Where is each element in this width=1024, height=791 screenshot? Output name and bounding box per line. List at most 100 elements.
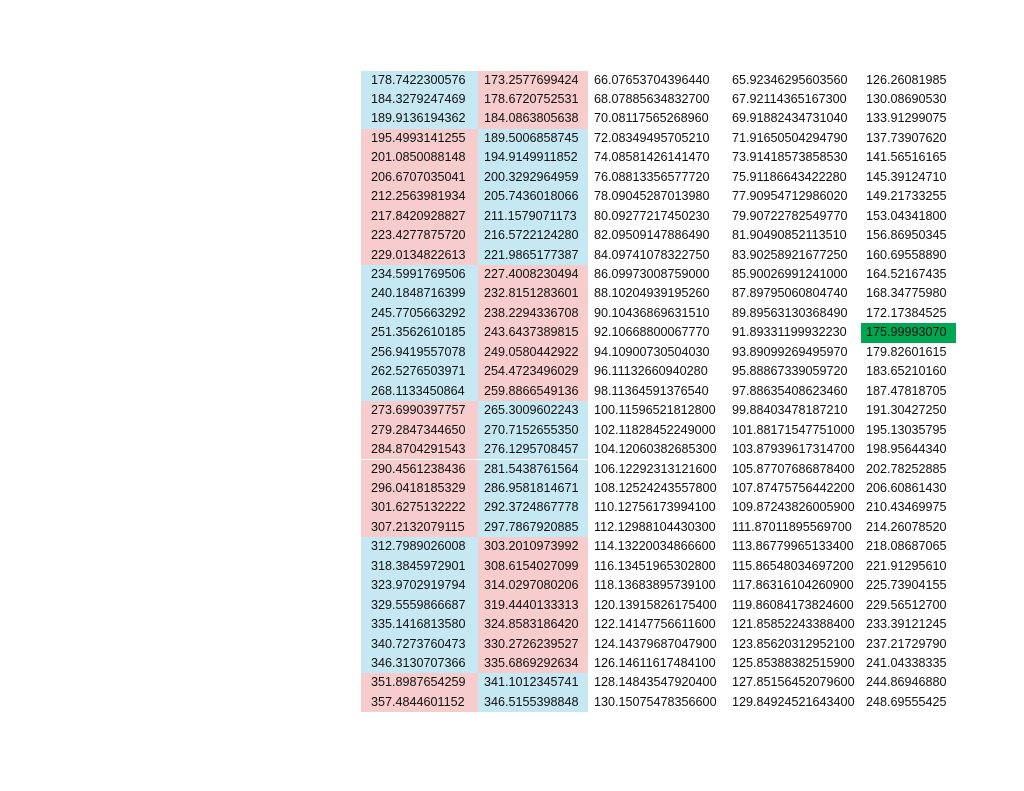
- table-cell: 229.0134822613: [361, 245, 478, 265]
- table-cell: 312.7989026008: [361, 537, 478, 557]
- table-cell: 286.9581814671: [478, 478, 588, 499]
- table-cell: 100.11596521812800: [594, 403, 716, 418]
- table-cell: 117.86316104260900: [732, 578, 854, 593]
- table-cell: 71.91650504294790: [732, 130, 848, 145]
- table-cell: 68.07885634832700: [594, 91, 710, 106]
- table-cell: 122.14147756611600: [594, 617, 716, 632]
- table-cell: 245.7705663292: [361, 303, 478, 324]
- table-cell: 238.2294336708: [478, 303, 588, 324]
- table-cell: 129.84924521643400: [732, 694, 855, 709]
- table-cell: 109.87243826005900: [732, 500, 855, 515]
- table-cell: 81.90490852113510: [732, 228, 847, 243]
- table-cell: 296.0418185329: [361, 478, 478, 499]
- table-cell: 83.90258921677250: [732, 247, 848, 262]
- table-cell: 248.69555425: [866, 694, 947, 709]
- table-cell: 308.6154027099: [478, 556, 588, 577]
- table-cell: 114.13220034866600: [594, 539, 716, 554]
- table-cell: 120.13915826175400: [594, 597, 717, 612]
- table-cell: 279.2847344650: [361, 420, 478, 441]
- table-cell: 106.12292313121600: [594, 461, 717, 476]
- table-cell: 314.0297080206: [478, 576, 588, 596]
- table-cell: 240.1848716399: [361, 284, 478, 304]
- table-cell: 259.8866549136: [478, 381, 588, 402]
- table-cell: 74.08581426141470: [594, 150, 710, 165]
- table-cell: 86.09973008759000: [594, 267, 710, 281]
- table-cell: 205.7436018066: [478, 187, 588, 207]
- table-cell: 98.11364591376540: [594, 383, 709, 398]
- table-cell: 276.1295708457: [478, 440, 588, 460]
- table-cell: 77.90954712986020: [732, 189, 848, 204]
- table-cell: 233.39121245: [866, 617, 947, 632]
- table-cell: 90.10436869631510: [594, 305, 710, 320]
- table-cell: 123.85620312952100: [732, 636, 855, 651]
- table-cell: 128.14843547920400: [594, 675, 717, 690]
- table-cell: 229.56512700: [866, 597, 947, 612]
- table-cell: 111.87011895569700: [732, 519, 852, 534]
- table-cell: 76.08813356577720: [594, 169, 710, 184]
- table-cell: 184.3279247469: [361, 89, 478, 110]
- table-cell: 319.4440133313: [478, 595, 588, 616]
- table-cell: 324.8583186420: [478, 615, 588, 635]
- table-cell: 211.1579071173: [478, 206, 588, 227]
- table-cell: 243.6437389815: [478, 323, 588, 343]
- table-cell: 183.65210160: [866, 364, 947, 379]
- table-cell: 270.7152655350: [478, 420, 588, 441]
- table-cell: 178.7422300576: [361, 70, 478, 90]
- table-cell: 113.86779965133400: [732, 539, 854, 554]
- table-cell: 212.2563981934: [361, 187, 478, 207]
- table-cell: 126.14611617484100: [594, 656, 716, 670]
- table-cell: 112.12988104430300: [594, 519, 716, 534]
- table-cell: 251.3562610185: [361, 323, 478, 343]
- table-cell: 164.52167435: [866, 267, 947, 281]
- table-cell: 149.21733255: [866, 189, 947, 204]
- table-cell: 156.86950345: [866, 228, 947, 243]
- table-cell: 290.4561238436: [361, 459, 478, 479]
- table-cell: 127.85156452079600: [732, 675, 855, 690]
- table-cell: 99.88403478187210: [732, 403, 848, 418]
- table-cell: 206.60861430: [866, 480, 947, 495]
- table-cell: 69.91882434731040: [732, 111, 848, 126]
- table-cell: 80.09277217450230: [594, 208, 710, 223]
- table-cell: 153.04341800: [866, 208, 947, 223]
- table-cell: 172.17384525: [866, 305, 947, 320]
- table-cell: 75.91186643422280: [732, 169, 847, 184]
- table-cell: 94.10900730504030: [594, 344, 710, 359]
- table-cell: 249.0580442922: [478, 342, 588, 363]
- table-cell: 103.87939617314700: [732, 442, 855, 457]
- table-cell: 72.08349495705210: [594, 130, 710, 145]
- table-cell: 105.87707686878400: [732, 461, 855, 476]
- table-cell: 91.89331199932230: [732, 325, 847, 340]
- table-cell: 232.8151283601: [478, 284, 588, 304]
- table-cell: 202.78252885: [866, 461, 947, 476]
- table-cell: 284.8704291543: [361, 440, 478, 460]
- table-cell: 104.12060382685300: [594, 442, 717, 457]
- table-cell: 297.7867920885: [478, 517, 588, 538]
- table-cell: 195.13035795: [866, 422, 947, 437]
- table-cell: 79.90722782549770: [732, 208, 848, 223]
- table-cell: 200.3292964959: [478, 167, 588, 188]
- table-cell: 126.26081985: [866, 72, 947, 87]
- table-cell: 214.26078520: [866, 519, 947, 534]
- table-cell: 65.92346295603560: [732, 72, 848, 87]
- table-cell: 116.13451965302800: [594, 558, 716, 573]
- table-cell: 340.7273760473: [361, 634, 478, 654]
- table-cell: 124.14379687047900: [594, 636, 717, 651]
- table-cell: 107.87475756442200: [732, 480, 855, 495]
- table-cell: 73.91418573858530: [732, 150, 848, 165]
- table-cell: 78.09045287013980: [594, 189, 710, 204]
- table-cell: 206.6707035041: [361, 167, 478, 188]
- table-cell: 160.69558890: [866, 247, 947, 262]
- table-cell: 268.1133450864: [361, 381, 478, 402]
- table-cell: 67.92114365167300: [732, 91, 847, 106]
- table-cell: 357.4844601152: [361, 692, 478, 713]
- table-cell: 189.5006858745: [478, 128, 588, 149]
- table-cell: 301.6275132222: [361, 498, 478, 518]
- table-cell: 119.86084173824600: [732, 597, 854, 612]
- table-cell: 66.07653704396440: [594, 72, 710, 87]
- table-cell: 216.5722124280: [478, 226, 588, 246]
- table-cell: 335.6869292634: [478, 654, 588, 674]
- table-cell: 187.47818705: [866, 383, 947, 398]
- table-cell: 256.9419557078: [361, 342, 478, 363]
- table-cell: 234.5991769506: [361, 265, 478, 285]
- table-cell: 82.09509147886490: [594, 228, 710, 243]
